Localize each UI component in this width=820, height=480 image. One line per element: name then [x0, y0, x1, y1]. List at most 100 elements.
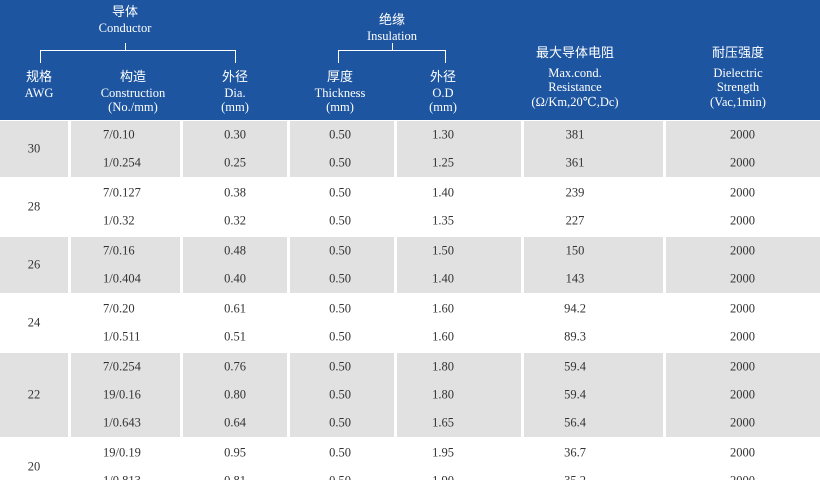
thickness-cell: 0.50 [329, 127, 351, 142]
od-cell: 1.80 [432, 387, 454, 402]
dia-en: Dia. [224, 85, 246, 100]
construction-cell: 1/0.404 [103, 271, 141, 286]
awg-cell: 28 [27, 199, 41, 214]
column-divider [180, 121, 183, 177]
od-cell: 1.25 [432, 155, 454, 170]
construction-zh: 构造 [119, 70, 146, 85]
construction-cell: 7/0.20 [103, 301, 135, 316]
awg-group-30: 30 7/0.10 0.30 0.50 1.30 381 2000 1/0.254 0.25 0.… [0, 121, 820, 177]
awg-cell: 24 [27, 315, 41, 330]
resistance-heading: 最大导体电阻 Max.cond. Resistance (Ω/Km,20℃,Dc… [500, 46, 650, 109]
resistance-en-1: Max.cond. [548, 65, 602, 80]
dia-cell: 0.32 [224, 213, 246, 228]
awg-group-24: 24 7/0.20 0.61 0.50 1.60 94.2 2000 1/0.511 0.51 0… [0, 295, 820, 351]
dia-zh: 外径 [221, 70, 248, 85]
resistance-cell: 56.4 [564, 415, 586, 430]
dia-unit: (mm) [221, 100, 249, 115]
construction-cell: 1/0.643 [103, 415, 141, 430]
column-divider [180, 237, 183, 293]
table-header: 导体 Conductor 绝缘 Insulation 规格 AWG 构造 Con… [0, 0, 820, 120]
column-divider [394, 237, 397, 293]
column-divider [287, 237, 290, 293]
thickness-cell: 0.50 [329, 185, 351, 200]
dielectric-unit: (Vac,1min) [710, 94, 766, 109]
construction-cell: 1/0.254 [103, 155, 141, 170]
dielectric-en-1: Dielectric [713, 65, 763, 80]
od-en: O.D [432, 85, 454, 100]
od-cell: 1.80 [432, 359, 454, 374]
od-cell: 1.30 [432, 127, 454, 142]
thickness-unit: (mm) [326, 100, 354, 115]
thickness-cell: 0.50 [329, 213, 351, 228]
insulation-bracket-tick [392, 43, 393, 51]
thickness-cell: 0.50 [329, 387, 351, 402]
thickness-cell: 0.50 [329, 243, 351, 258]
column-divider [394, 353, 397, 437]
dielectric-cell: 2000 [730, 213, 755, 228]
conductor-zh: 导体 [111, 5, 138, 20]
awg-cell: 22 [27, 387, 41, 402]
thickness-cell: 0.50 [329, 359, 351, 374]
column-divider [521, 121, 524, 177]
resistance-zh: 最大导体电阻 [535, 46, 614, 61]
od-cell: 1.40 [432, 271, 454, 286]
construction-cell: 1/0.813 [103, 474, 173, 480]
column-divider [663, 237, 666, 293]
column-divider [287, 353, 290, 437]
thickness-en: Thickness [314, 85, 366, 100]
dielectric-cell: 2000 [700, 474, 785, 480]
thickness-heading: 厚度 Thickness (mm) [300, 70, 380, 115]
od-unit: (mm) [429, 100, 457, 115]
dielectric-cell: 2000 [730, 415, 755, 430]
resistance-cell: 361 [565, 155, 585, 170]
resistance-cell: 381 [565, 127, 585, 142]
construction-cell: 1/0.32 [103, 213, 135, 228]
construction-cell: 19/0.16 [103, 387, 141, 402]
od-zh: 外径 [429, 70, 456, 85]
dielectric-cell: 2000 [730, 387, 755, 402]
construction-cell: 7/0.254 [103, 359, 141, 374]
insulation-bracket [338, 50, 446, 63]
dia-cell: 0.25 [224, 155, 246, 170]
resistance-cell: 36.7 [564, 445, 586, 460]
awg-zh: 规格 [25, 70, 52, 85]
awg-group-22: 22 7/0.254 0.76 0.50 1.80 59.4 2000 19/0.16 0.80… [0, 353, 820, 437]
awg-en: AWG [24, 85, 54, 100]
thickness-cell: 0.50 [329, 415, 351, 430]
insulation-group-heading: 绝缘 Insulation [337, 13, 447, 43]
od-heading: 外径 O.D (mm) [403, 70, 483, 115]
thickness-cell: 0.50 [310, 474, 370, 480]
column-divider [521, 237, 524, 293]
thickness-cell: 0.50 [329, 445, 351, 460]
construction-en: Construction [100, 85, 166, 100]
construction-cell: 7/0.127 [103, 185, 141, 200]
thickness-cell: 0.50 [329, 301, 351, 316]
column-divider [394, 121, 397, 177]
od-cell: 1.60 [432, 301, 454, 316]
dia-cell: 0.30 [224, 127, 246, 142]
dia-cell: 0.80 [224, 387, 246, 402]
od-cell: 1.90 [413, 474, 473, 480]
resistance-cell: 143 [565, 271, 585, 286]
resistance-en-2: Resistance [548, 80, 602, 95]
column-divider [663, 353, 666, 437]
dia-cell: 0.76 [224, 359, 246, 374]
conductor-bracket-tick [125, 43, 126, 51]
column-divider [663, 121, 666, 177]
dielectric-cell: 2000 [730, 155, 755, 170]
dia-cell: 0.51 [224, 329, 246, 344]
dielectric-cell: 2000 [730, 359, 755, 374]
dielectric-cell: 2000 [730, 185, 755, 200]
resistance-cell: 150 [565, 243, 585, 258]
dielectric-cell: 2000 [730, 301, 755, 316]
construction-cell: 7/0.16 [103, 243, 135, 258]
od-cell: 1.40 [432, 185, 454, 200]
dia-heading: 外径 Dia. (mm) [195, 70, 275, 115]
awg-heading: 规格 AWG [0, 70, 78, 100]
dia-cell: 0.38 [224, 185, 246, 200]
column-divider [68, 237, 71, 293]
awg-group-26: 26 7/0.16 0.48 0.50 1.50 150 2000 1/0.404 0.40 0.… [0, 237, 820, 293]
od-cell: 1.60 [432, 329, 454, 344]
dia-cell: 0.64 [224, 415, 246, 430]
